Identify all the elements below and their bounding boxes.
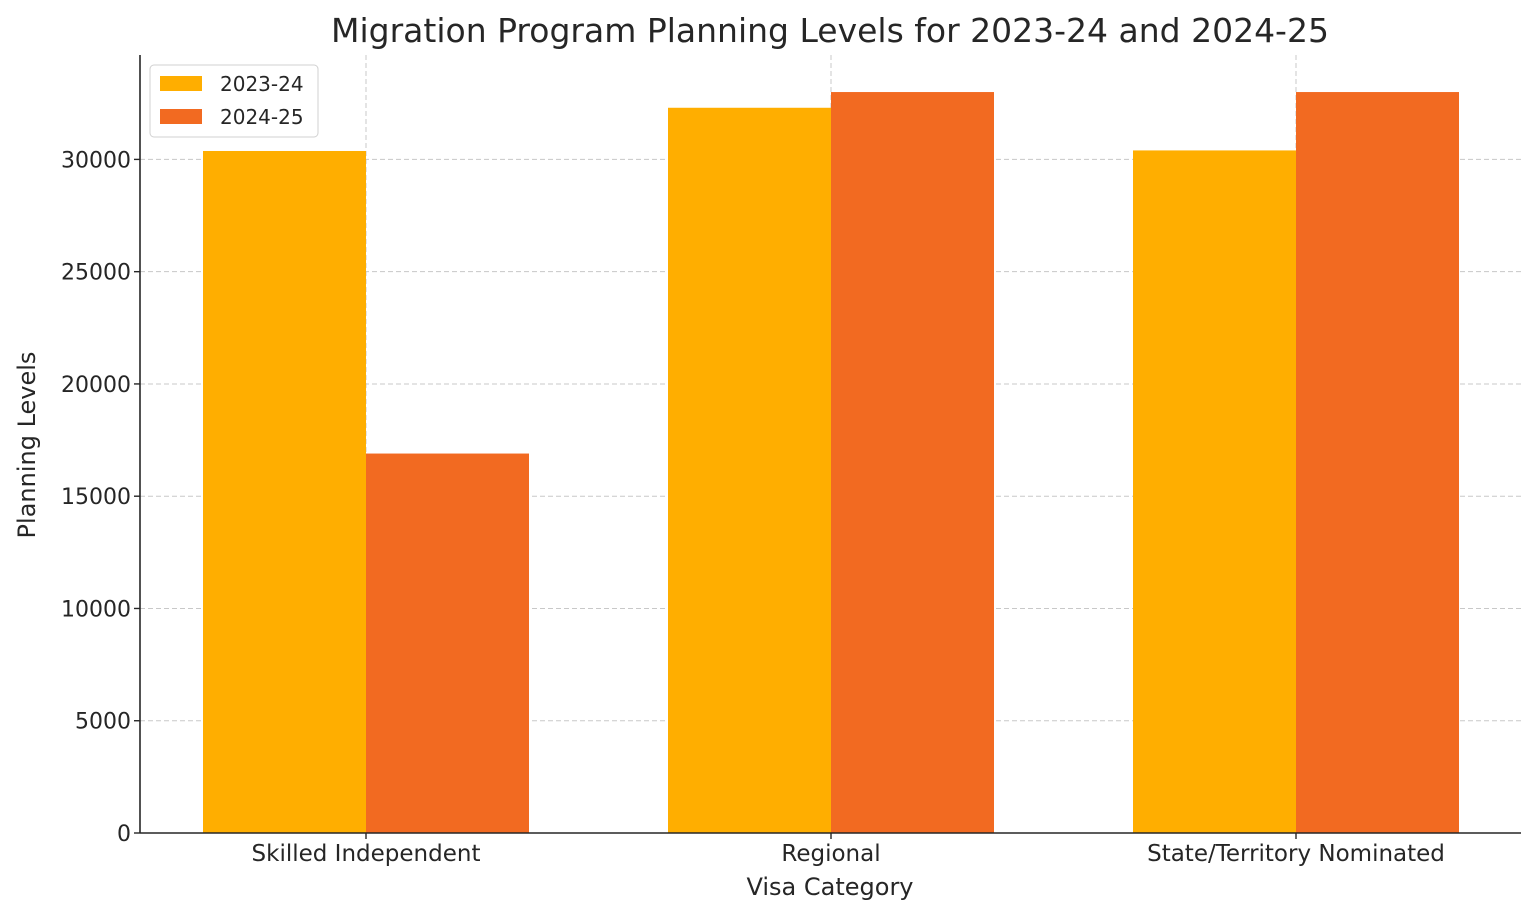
x-tick-label: Regional (781, 841, 880, 867)
bar-2024-25-state-territory-nominated (1296, 92, 1459, 834)
bars (203, 92, 1459, 834)
bar-2023-24-skilled-independent (203, 150, 366, 834)
x-axis-label: Visa Category (746, 873, 913, 901)
y-tick-label: 20000 (61, 373, 131, 398)
y-tick-label: 5000 (75, 710, 131, 735)
y-ticks: 0 5000 10000 15000 20000 25000 30000 (61, 148, 140, 847)
y-tick-label: 0 (117, 822, 131, 847)
bar-2023-24-regional (668, 107, 831, 834)
y-axis-label: Planning Levels (13, 352, 41, 539)
chart-title: Migration Program Planning Levels for 20… (331, 11, 1329, 50)
x-tick-label: Skilled Independent (252, 841, 481, 867)
y-tick-label: 25000 (61, 261, 131, 286)
x-tick-label: State/Territory Nominated (1147, 841, 1445, 867)
bar-2024-25-regional (831, 92, 994, 834)
legend: 2023-24 2024-25 (149, 64, 319, 138)
legend-swatch-2023-24 (160, 76, 202, 91)
legend-label-2024-25: 2024-25 (220, 105, 304, 129)
bar-2024-25-skilled-independent (366, 453, 529, 833)
y-tick-label: 30000 (61, 148, 131, 173)
y-tick-label: 10000 (61, 597, 131, 622)
y-tick-label: 15000 (61, 485, 131, 510)
bar-2023-24-state-territory-nominated (1133, 150, 1296, 834)
legend-swatch-2024-25 (160, 109, 202, 124)
legend-label-2023-24: 2023-24 (220, 72, 304, 96)
x-ticks: Skilled Independent Regional State/Territo… (252, 833, 1445, 867)
